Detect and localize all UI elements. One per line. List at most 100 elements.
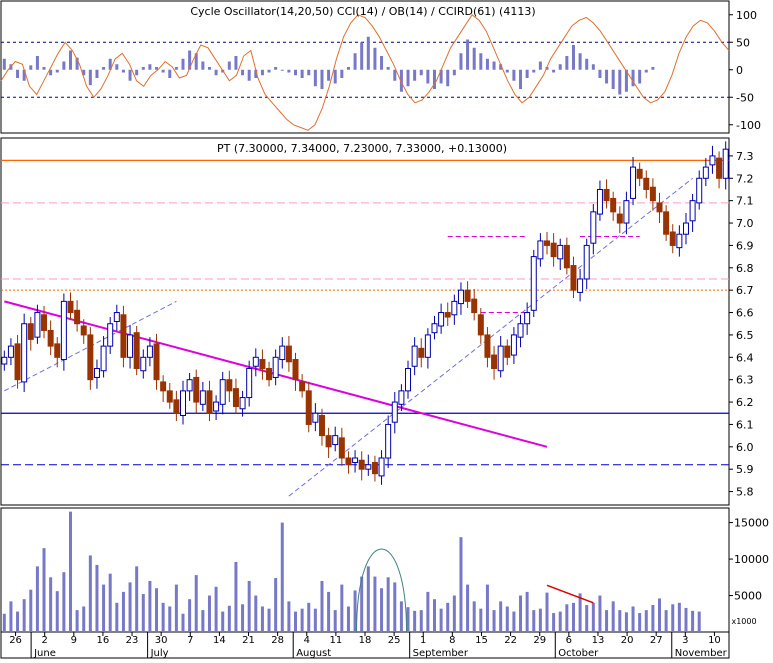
volume-bar (188, 599, 192, 632)
volume-bar (677, 602, 681, 632)
candle (1, 350, 8, 371)
price-panel: 7.3 7.2 7.1 7.0 6.9 6.8 6.7 6.6 6.5 6.4 6.3 6.2 6.1 6… (1, 141, 754, 499)
price-tick-label: 7.3 (736, 150, 754, 163)
volume-bar (161, 602, 165, 632)
volume-bar (532, 610, 536, 632)
candle-body (226, 379, 233, 392)
osc-histogram-bar (35, 56, 39, 70)
candle-body (385, 423, 392, 459)
candle-body (193, 376, 200, 403)
candle (193, 369, 200, 414)
candle-body (87, 334, 94, 381)
osc-histogram-bar (591, 64, 595, 70)
osc-histogram-bar (247, 69, 251, 81)
candle (391, 391, 398, 434)
volume-bar (485, 584, 489, 632)
volume-bar (82, 606, 86, 632)
price-tick-label: 6.2 (736, 396, 754, 409)
volume-bar (307, 602, 311, 632)
osc-histogram-bar (346, 67, 350, 70)
candle-body (80, 325, 87, 336)
volume-bar (234, 561, 238, 632)
candle (385, 415, 392, 469)
candle (491, 346, 498, 380)
candle-body (299, 381, 306, 392)
osc-histogram-bar (419, 69, 423, 76)
candle (603, 179, 610, 209)
candle (93, 359, 100, 389)
osc-histogram-bar (485, 58, 489, 70)
candle (471, 289, 478, 321)
candle-body (590, 211, 597, 244)
candle-body (438, 312, 445, 327)
osc-histogram-bar (188, 50, 192, 70)
volume-bar (512, 611, 516, 632)
x-day-label: 18 (359, 635, 372, 646)
candle (444, 302, 451, 326)
candle (100, 336, 107, 378)
osc-histogram-bar (174, 67, 178, 70)
candle-body (206, 390, 213, 414)
x-month-label: September (413, 648, 469, 659)
volume-bar (260, 606, 264, 632)
price-tick-label: 6.3 (736, 374, 754, 387)
volume-bar (591, 602, 595, 632)
x-day-label: 28 (271, 635, 284, 646)
volume-bar (545, 592, 549, 632)
candle (557, 238, 564, 271)
volume-bar (62, 572, 66, 632)
volume-panel: 15000 10000 5000 (2, 511, 769, 633)
price-tick-label: 6.0 (736, 441, 754, 454)
candle (74, 300, 81, 332)
osc-histogram-bar (545, 67, 549, 70)
candle (67, 292, 74, 320)
candle (411, 337, 418, 376)
osc-histogram-bar (399, 69, 403, 92)
candle (656, 192, 663, 224)
x-day-label: 7 (187, 635, 193, 646)
candle-body (186, 379, 193, 392)
osc-histogram-bar (121, 69, 125, 73)
candle-body (113, 312, 120, 322)
volume-bar (333, 610, 337, 632)
trendline (288, 177, 693, 497)
candle (14, 334, 21, 389)
candle-body (133, 332, 140, 369)
candle-body (345, 457, 352, 466)
candle-body (180, 390, 186, 416)
candle (352, 450, 359, 473)
candle (510, 327, 517, 365)
candle (596, 180, 603, 221)
osc-histogram-bar (241, 69, 245, 76)
osc-histogram-bar (538, 61, 542, 70)
volume-bar (207, 595, 211, 632)
volume-bar (300, 608, 304, 632)
candle (153, 333, 160, 390)
candle (636, 162, 643, 187)
candle (166, 383, 173, 409)
osc-histogram-bar (102, 67, 106, 70)
candle-body (405, 367, 412, 392)
candle-body (649, 186, 656, 202)
volume-bar (499, 601, 503, 632)
candle (252, 348, 259, 377)
osc-histogram-bar (598, 69, 602, 78)
osc-histogram-bar (95, 69, 99, 78)
candle (398, 384, 405, 412)
candle-body (21, 323, 28, 383)
osc-histogram-bar (327, 69, 331, 81)
candle (120, 305, 127, 368)
osc-histogram-bar (155, 67, 159, 70)
candle (173, 390, 180, 422)
candle (246, 360, 253, 407)
volume-bar (2, 613, 6, 632)
x-day-label: 8 (449, 635, 455, 646)
osc-histogram-bar (373, 47, 377, 70)
volume-bar (452, 595, 456, 632)
candle-body (352, 457, 359, 463)
candle-body (358, 459, 365, 470)
volume-bar (419, 610, 423, 632)
volume-bar (16, 611, 20, 632)
osc-histogram-bar (108, 58, 112, 70)
volume-bar (42, 548, 46, 632)
